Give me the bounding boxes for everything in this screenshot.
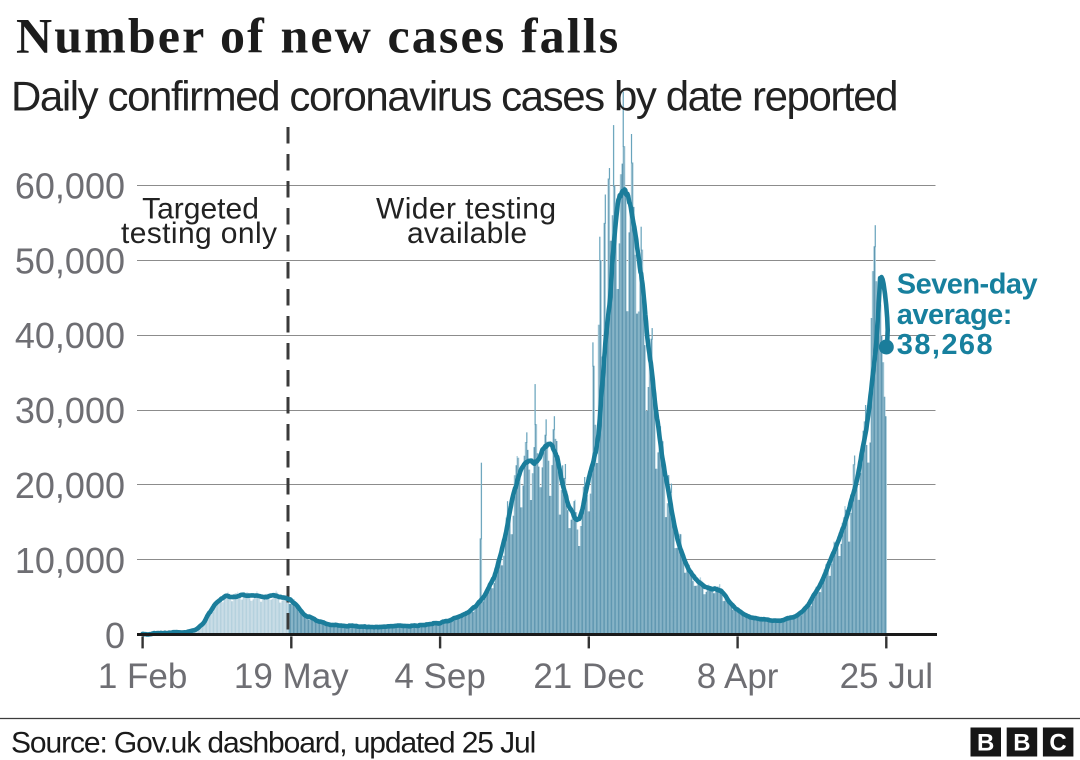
svg-text:0: 0 <box>105 615 125 656</box>
svg-text:Targeted: Targeted <box>142 193 259 226</box>
svg-text:60,000: 60,000 <box>15 165 125 206</box>
svg-text:40,000: 40,000 <box>15 315 125 356</box>
svg-text:testing only: testing only <box>121 217 277 250</box>
svg-text:30,000: 30,000 <box>15 390 125 431</box>
svg-text:C: C <box>1049 730 1066 757</box>
svg-text:average:: average: <box>897 299 1013 331</box>
svg-text:4 Sep: 4 Sep <box>394 657 485 696</box>
svg-text:B: B <box>1013 730 1030 757</box>
svg-text:Number of new cases falls: Number of new cases falls <box>16 8 620 64</box>
svg-text:19 May: 19 May <box>234 657 349 696</box>
svg-text:Wider testing: Wider testing <box>376 193 556 226</box>
svg-text:38,268: 38,268 <box>897 329 993 361</box>
svg-text:50,000: 50,000 <box>15 240 125 281</box>
svg-text:Seven-day: Seven-day <box>897 269 1038 301</box>
svg-text:Daily confirmed coronavirus ca: Daily confirmed coronavirus cases by dat… <box>11 73 897 120</box>
svg-text:available: available <box>407 217 527 250</box>
svg-text:1 Feb: 1 Feb <box>98 657 188 696</box>
svg-text:B: B <box>977 730 994 757</box>
svg-text:25 Jul: 25 Jul <box>840 657 933 696</box>
svg-text:21 Dec: 21 Dec <box>533 657 644 696</box>
svg-text:Source: Gov.uk dashboard, upda: Source: Gov.uk dashboard, updated 25 Jul <box>11 727 535 760</box>
svg-text:20,000: 20,000 <box>15 465 125 506</box>
svg-text:8 Apr: 8 Apr <box>697 657 779 696</box>
svg-text:10,000: 10,000 <box>15 540 125 581</box>
